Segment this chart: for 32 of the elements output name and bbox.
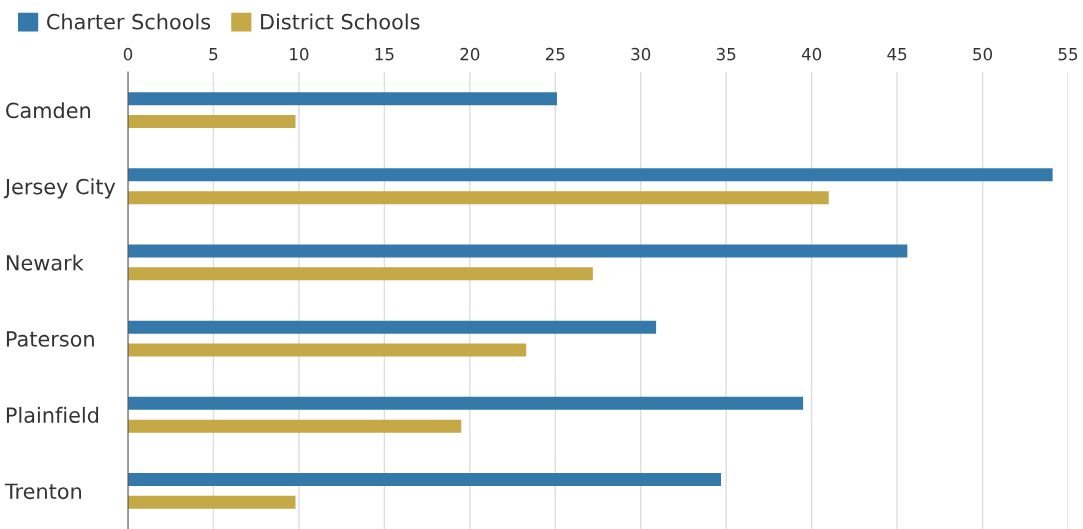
bar xyxy=(128,419,462,433)
bar xyxy=(128,168,1053,182)
x-tick-label: 25 xyxy=(545,47,565,61)
x-tick-label: 35 xyxy=(716,47,736,61)
bar xyxy=(128,396,804,410)
x-tick-label: 20 xyxy=(460,47,480,61)
y-tick-label: Newark xyxy=(6,254,84,271)
x-tick-label: 30 xyxy=(631,47,651,61)
y-tick-label: Paterson xyxy=(6,331,94,347)
x-tick-label: 15 xyxy=(375,48,394,61)
legend-label: Charter Schools xyxy=(47,13,211,30)
y-tick-label: Trenton xyxy=(4,483,82,500)
y-tick-label: Camden xyxy=(6,102,90,119)
x-tick-label: 50 xyxy=(973,47,993,61)
x-tick-label: 0 xyxy=(123,47,133,61)
x-tick-label: 10 xyxy=(290,47,309,61)
bar xyxy=(128,244,908,258)
legend-label: District Schools xyxy=(261,13,420,30)
y-tick-label: Plainfield xyxy=(6,406,99,423)
bar xyxy=(128,115,296,128)
x-tick-label: 40 xyxy=(801,47,822,61)
x-tick-label: 5 xyxy=(209,48,218,61)
bar xyxy=(128,267,593,281)
y-tick-label: Jersey City xyxy=(3,178,116,199)
bar xyxy=(128,495,296,509)
bar xyxy=(128,343,527,357)
bar xyxy=(128,92,557,106)
bar xyxy=(128,320,657,334)
bar xyxy=(128,473,722,486)
x-tick-label: 55 xyxy=(1058,48,1078,61)
x-tick-label: 45 xyxy=(887,48,907,61)
bar xyxy=(128,191,829,205)
